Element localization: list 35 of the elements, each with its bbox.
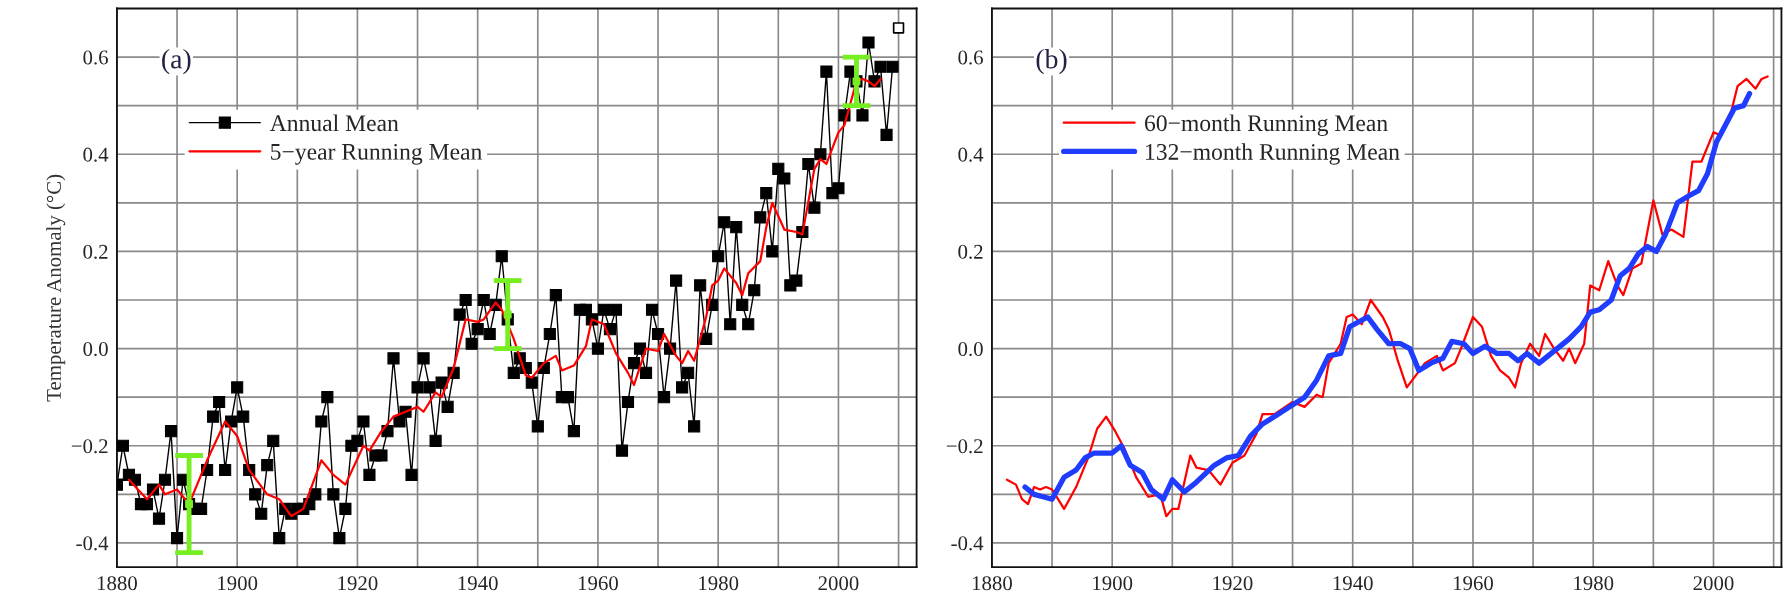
x-tick-label: 1960	[1453, 576, 1493, 591]
x-tick-label: 1960	[578, 576, 618, 591]
x-tick-label: 1980	[1574, 576, 1614, 591]
x-tick-label: 1900	[218, 576, 258, 591]
y-tick-label: 0.4	[83, 147, 109, 162]
y-tick-label: -0.4	[951, 536, 984, 551]
x-tick-label: 1980	[699, 576, 739, 591]
x-tick-label: 1920	[1213, 576, 1253, 591]
legend-label: 5−year Running Mean	[271, 143, 482, 165]
x-tick-label: 2000	[818, 576, 859, 591]
x-tick-label: 1940	[1333, 576, 1373, 591]
y-tick-label: 0.0	[958, 341, 983, 357]
legend-label: 132−month Running Mean	[1146, 143, 1400, 165]
point	[892, 22, 905, 34]
y-tick-label: 0.6	[958, 50, 983, 65]
y-tick-label: 0.4	[958, 147, 984, 162]
annotation: (b)	[1036, 48, 1067, 75]
x-tick-label: 1940	[458, 576, 498, 591]
annotation: (a)	[162, 48, 191, 75]
y-tick-label: -0.4	[76, 536, 109, 551]
y-tick-label: 0.2	[83, 244, 108, 259]
legend-label: 60−month Running Mean	[1145, 114, 1388, 137]
y-tick-label: 0.2	[958, 244, 983, 259]
y-tick-label: −0.2	[71, 439, 108, 454]
x-tick-label: 2000	[1693, 576, 1734, 591]
y-axis-title: Temperature Anomaly (°C)	[46, 174, 66, 402]
x-tick-label: 1920	[338, 576, 378, 591]
y-tick-label: −0.2	[946, 439, 983, 454]
x-tick-label: 1880	[97, 576, 137, 591]
y-tick-label: 0.6	[83, 50, 108, 65]
legend-label: Annual Mean	[269, 114, 399, 132]
x-tick-label: 1900	[1093, 576, 1133, 591]
point	[503, 310, 512, 319]
y-tick-label: 0.0	[83, 341, 108, 357]
x-tick-label: 1880	[972, 576, 1012, 591]
